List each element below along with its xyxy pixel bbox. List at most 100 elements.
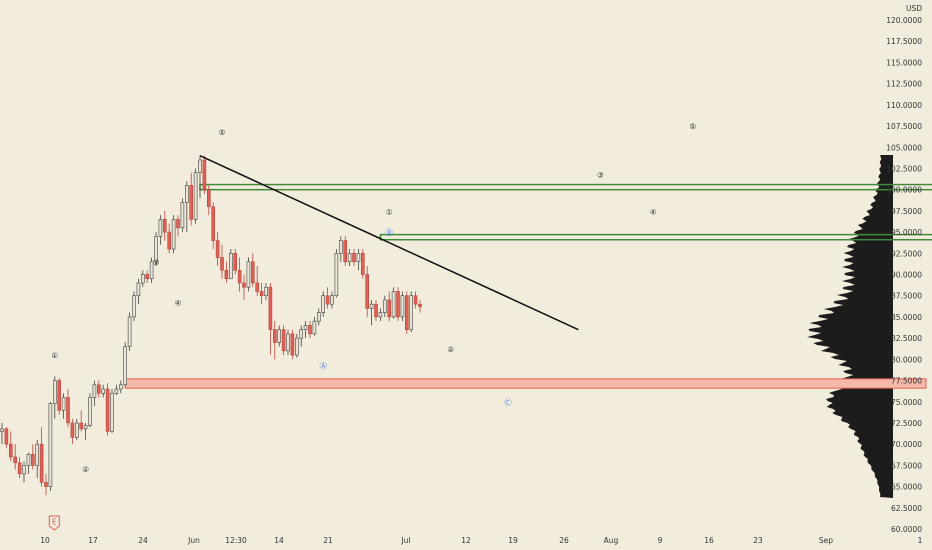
candle-body bbox=[22, 465, 26, 475]
candle-body bbox=[9, 443, 13, 458]
candle-body bbox=[255, 282, 259, 292]
candle-body bbox=[136, 282, 141, 297]
candle-body bbox=[330, 295, 334, 305]
candle bbox=[13, 444, 17, 470]
candle bbox=[299, 325, 304, 347]
candle bbox=[101, 384, 105, 398]
candle bbox=[316, 308, 321, 326]
candle bbox=[378, 308, 383, 322]
x-tick-label: 26 bbox=[559, 536, 569, 545]
x-tick-label: 9 bbox=[658, 536, 663, 545]
candle-body bbox=[35, 443, 40, 466]
candle bbox=[246, 257, 251, 292]
candle bbox=[70, 418, 75, 445]
y-tick-label: 80.0000 bbox=[891, 355, 922, 364]
candle bbox=[39, 427, 44, 487]
wave-label: ④ bbox=[175, 298, 182, 307]
candle bbox=[207, 185, 211, 216]
candle-body bbox=[66, 397, 70, 424]
candle bbox=[215, 232, 220, 267]
candle-body bbox=[198, 159, 202, 174]
candle-body bbox=[229, 252, 233, 280]
wave-label: ④ bbox=[650, 208, 657, 217]
y-tick-label: 102.5000 bbox=[886, 164, 922, 173]
x-tick-label: 10 bbox=[40, 536, 50, 545]
candle-body bbox=[57, 380, 62, 411]
y-tick-label: 87.5000 bbox=[891, 292, 922, 301]
candle-body bbox=[167, 231, 171, 250]
candle-body bbox=[343, 240, 348, 263]
y-tick-label: 105.0000 bbox=[886, 143, 922, 152]
wave-label: ⑤ bbox=[689, 122, 696, 131]
candle bbox=[22, 461, 26, 483]
candle-body bbox=[316, 312, 321, 322]
candle bbox=[145, 270, 149, 283]
candle bbox=[404, 291, 409, 334]
candle bbox=[396, 287, 400, 322]
candle-body bbox=[220, 257, 224, 271]
candle-body bbox=[299, 329, 304, 339]
candle bbox=[110, 389, 114, 434]
candle bbox=[391, 287, 396, 319]
y-tick-label: 115.0000 bbox=[886, 58, 922, 67]
candle-body bbox=[176, 219, 180, 229]
candle-body bbox=[48, 403, 53, 487]
candle-body bbox=[404, 295, 409, 330]
currency-label: USD bbox=[906, 4, 922, 13]
candle bbox=[167, 223, 171, 254]
candle-body bbox=[207, 189, 211, 207]
candle-body bbox=[193, 172, 198, 220]
candle bbox=[154, 232, 158, 267]
candle bbox=[149, 257, 154, 283]
price-axis[interactable]: USD 120.0000 117.5000 115.0000 112.5000 110.… bbox=[886, 4, 922, 534]
x-tick-label: 1 bbox=[918, 536, 923, 545]
x-tick-label: 12:30 bbox=[225, 536, 247, 545]
y-tick-label: 100.0000 bbox=[886, 186, 922, 195]
candle-body bbox=[123, 346, 127, 386]
candle-body bbox=[101, 388, 105, 394]
wave-label: Ⓒ bbox=[504, 398, 512, 407]
earnings-marker[interactable]: E bbox=[48, 515, 60, 531]
candle-body bbox=[185, 185, 189, 203]
candle bbox=[123, 342, 127, 387]
candle bbox=[9, 431, 13, 462]
candle-body bbox=[237, 269, 242, 284]
candle bbox=[290, 329, 295, 360]
candle bbox=[369, 299, 374, 326]
wave-label: ① bbox=[51, 351, 58, 360]
candle-body bbox=[352, 252, 356, 263]
candle-body bbox=[4, 428, 9, 445]
x-tick-label: Aug bbox=[604, 536, 619, 545]
candle bbox=[66, 389, 70, 428]
candle bbox=[220, 244, 224, 279]
candle-body bbox=[52, 380, 57, 404]
candle-body bbox=[391, 291, 396, 318]
candle-body bbox=[75, 422, 79, 438]
candle-body bbox=[325, 295, 330, 305]
candle-body bbox=[418, 303, 422, 308]
candle bbox=[48, 401, 53, 491]
candle-body bbox=[360, 252, 365, 275]
candle-body bbox=[413, 295, 418, 305]
y-tick-label: 82.5000 bbox=[891, 334, 922, 343]
volume-profile bbox=[807, 155, 893, 498]
candle bbox=[308, 321, 312, 339]
candle bbox=[229, 249, 233, 280]
candle bbox=[347, 249, 352, 267]
candle-body bbox=[369, 303, 374, 309]
candle bbox=[141, 270, 145, 288]
candle-body bbox=[92, 384, 97, 398]
candle bbox=[233, 249, 237, 275]
candle bbox=[360, 249, 365, 279]
y-tick-label: 77.5000 bbox=[891, 377, 922, 386]
time-axis[interactable]: 10 17 24 Jun 12:30 14 21 Jul 12 19 26 Aug 9 16 23 Sep 1 bbox=[40, 536, 922, 545]
wave-label: ③ bbox=[153, 258, 160, 267]
x-tick-label: 17 bbox=[88, 536, 98, 545]
earnings-marker-badge bbox=[48, 515, 60, 531]
candle bbox=[114, 384, 119, 395]
candle-body bbox=[334, 252, 339, 297]
candle-body bbox=[110, 392, 114, 432]
candle-body bbox=[281, 329, 286, 352]
